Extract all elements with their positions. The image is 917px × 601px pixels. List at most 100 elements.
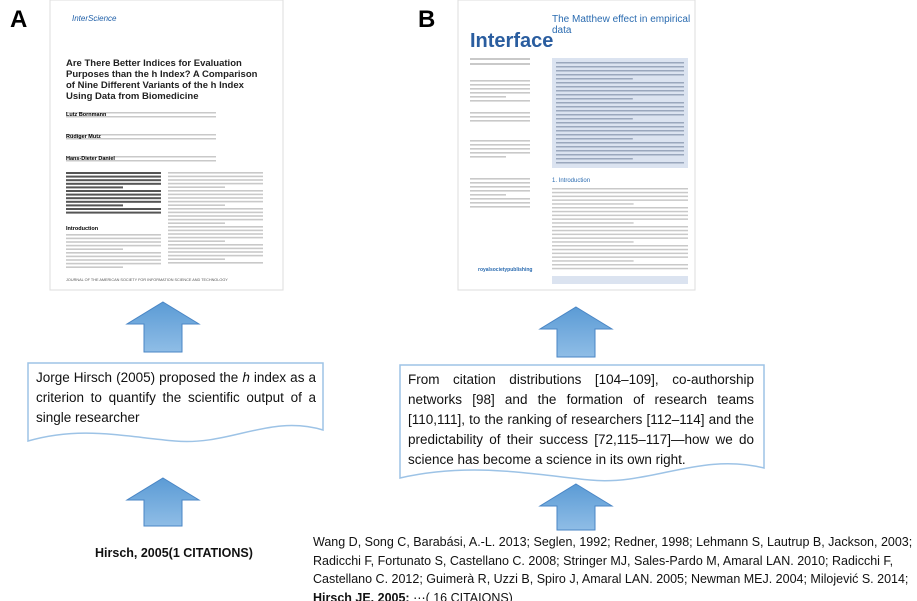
text-line [552, 230, 688, 232]
text-line [66, 245, 161, 247]
text-line [470, 148, 530, 150]
up-arrow [540, 484, 612, 530]
text-line [470, 58, 530, 60]
footnote-box [552, 276, 688, 284]
text-line [168, 244, 263, 246]
text-line [552, 264, 688, 266]
text-line [552, 260, 634, 262]
text-line [168, 190, 263, 192]
text-line [168, 240, 225, 242]
paper-title: Are There Better Indices for Evaluation … [66, 58, 266, 102]
text-line [66, 212, 161, 214]
text-line [470, 182, 530, 184]
text-line [556, 94, 684, 96]
text-line [168, 233, 263, 235]
up-arrow [127, 302, 199, 352]
text-line [168, 194, 263, 196]
text-line [552, 199, 688, 201]
text-line [556, 98, 633, 100]
text-line [552, 256, 688, 258]
author: Lutz Bornmann [66, 104, 186, 126]
text-line [470, 100, 530, 102]
text-line [168, 179, 263, 181]
text-line [556, 90, 684, 92]
text-line [168, 212, 263, 214]
text-line [556, 150, 684, 152]
text-line [168, 237, 263, 239]
text-line [556, 146, 684, 148]
text-line [556, 142, 684, 144]
text-line [552, 203, 634, 205]
text-line [168, 186, 225, 188]
text-line [470, 92, 530, 94]
text-line [470, 178, 530, 180]
text-line [168, 183, 263, 185]
text-line [470, 194, 506, 196]
panel-label: A [10, 6, 27, 34]
text-line [66, 208, 161, 210]
text-line [552, 215, 688, 217]
section-heading: 1. Introduction [552, 178, 590, 184]
text-line [66, 197, 161, 199]
text-line [470, 84, 530, 86]
text-line [552, 234, 688, 236]
text-line [66, 179, 161, 181]
text-line [66, 256, 161, 258]
paper-footer: royalsocietypublishing [478, 267, 532, 273]
citation-a: Hirsch, 2005(1 CITATIONS) [95, 544, 253, 563]
text-line [168, 197, 263, 199]
text-line [168, 215, 263, 217]
author: Rüdiger Mutz [66, 126, 186, 148]
text-line [556, 110, 684, 112]
text-line [556, 102, 684, 104]
text-line [470, 144, 530, 146]
text-line [556, 126, 684, 128]
journal-logo: Interface [470, 30, 553, 53]
text-line [66, 183, 161, 185]
text-line [556, 62, 684, 64]
text-line [168, 255, 263, 257]
paper-title: The Matthew effect in empirical data [552, 14, 692, 36]
text-line [66, 263, 161, 265]
text-line [552, 226, 688, 228]
citation-bold: Hirsch JE. 2005; [313, 591, 410, 601]
text-line [66, 234, 161, 236]
text-line [556, 86, 684, 88]
text-line [66, 238, 161, 240]
citation-b: Wang D, Song C, Barabási, A.-L. 2013; Se… [313, 533, 913, 601]
text-line [552, 207, 688, 209]
text-line [556, 114, 684, 116]
text-line [66, 266, 123, 268]
text-line [470, 63, 530, 65]
author: Hans-Dieter Daniel [66, 148, 186, 170]
text-line [470, 96, 506, 98]
text-line [470, 140, 530, 142]
text-line [556, 78, 633, 80]
text-line [66, 186, 123, 188]
text-line [470, 190, 530, 192]
text-line [168, 201, 263, 203]
text-line [552, 249, 688, 251]
text-line [168, 176, 263, 178]
text-line [470, 152, 530, 154]
caption-italic: h [242, 370, 250, 385]
text-line [552, 268, 688, 270]
text-line [556, 158, 633, 160]
text-line [556, 82, 684, 84]
citation-text: ⋯( 16 CITAIONS) [410, 591, 513, 601]
text-line [470, 202, 530, 204]
text-line [66, 252, 161, 254]
text-line [556, 66, 684, 68]
text-line [66, 190, 161, 192]
up-arrow [540, 307, 612, 357]
text-line [168, 251, 263, 253]
text-line [470, 186, 530, 188]
text-line [552, 222, 634, 224]
text-line [66, 248, 123, 250]
text-line [556, 70, 684, 72]
author-list: Lutz Bornmann Rüdiger Mutz Hans-Dieter D… [66, 104, 186, 170]
text-line [470, 80, 530, 82]
text-line [66, 204, 123, 206]
text-line [552, 245, 688, 247]
text-line [552, 192, 688, 194]
